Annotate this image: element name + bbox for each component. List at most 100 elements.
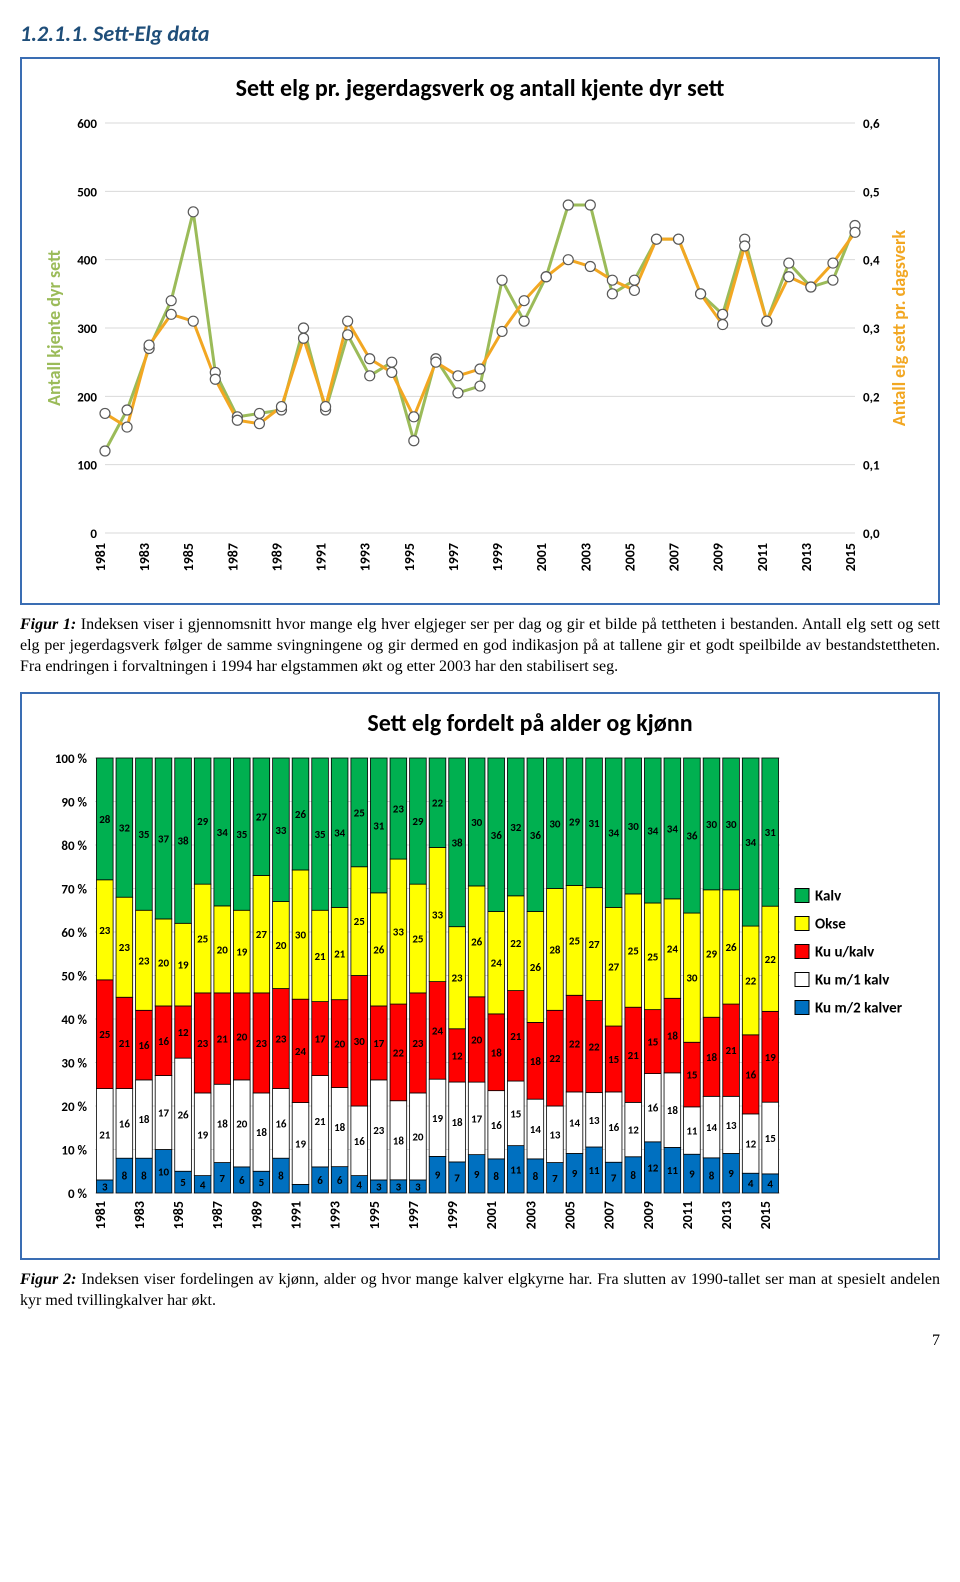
svg-text:31: 31 bbox=[588, 817, 600, 830]
svg-text:2009: 2009 bbox=[640, 1201, 657, 1229]
svg-text:11: 11 bbox=[686, 1125, 698, 1138]
svg-text:13: 13 bbox=[588, 1114, 600, 1127]
svg-text:23: 23 bbox=[256, 1037, 268, 1050]
svg-text:2013: 2013 bbox=[718, 1201, 735, 1229]
svg-text:2003: 2003 bbox=[522, 1201, 539, 1229]
svg-text:18: 18 bbox=[451, 1116, 463, 1129]
svg-text:11: 11 bbox=[588, 1164, 600, 1177]
chart2-svg: 0 %10 %20 %30 %40 %50 %60 %70 %80 %90 %1… bbox=[40, 748, 920, 1248]
svg-text:1981: 1981 bbox=[92, 543, 109, 571]
svg-text:0 %: 0 % bbox=[68, 1187, 88, 1202]
svg-text:10: 10 bbox=[158, 1166, 170, 1179]
svg-text:12: 12 bbox=[745, 1138, 757, 1151]
svg-text:2011: 2011 bbox=[679, 1201, 696, 1229]
svg-text:18: 18 bbox=[334, 1121, 346, 1134]
svg-text:34: 34 bbox=[217, 826, 229, 839]
svg-text:30 %: 30 % bbox=[61, 1057, 87, 1072]
svg-text:34: 34 bbox=[608, 827, 620, 840]
svg-text:0,1: 0,1 bbox=[863, 459, 880, 474]
svg-text:8: 8 bbox=[709, 1170, 715, 1183]
svg-text:5: 5 bbox=[180, 1177, 186, 1190]
svg-text:26: 26 bbox=[530, 961, 542, 974]
svg-text:Kalv: Kalv bbox=[815, 888, 842, 906]
svg-text:400: 400 bbox=[77, 254, 97, 269]
svg-text:12: 12 bbox=[451, 1050, 463, 1063]
svg-text:100: 100 bbox=[77, 459, 97, 474]
svg-text:200: 200 bbox=[77, 390, 97, 405]
svg-text:30: 30 bbox=[686, 972, 698, 985]
svg-text:38: 38 bbox=[177, 835, 189, 848]
svg-text:18: 18 bbox=[217, 1118, 229, 1131]
svg-text:3: 3 bbox=[376, 1181, 382, 1194]
svg-text:15: 15 bbox=[608, 1053, 620, 1066]
svg-text:17: 17 bbox=[373, 1037, 385, 1050]
svg-text:1981: 1981 bbox=[92, 1201, 109, 1229]
svg-text:16: 16 bbox=[275, 1118, 287, 1131]
svg-text:8: 8 bbox=[493, 1170, 499, 1183]
svg-text:30: 30 bbox=[706, 818, 718, 831]
svg-text:27: 27 bbox=[256, 811, 268, 824]
svg-text:24: 24 bbox=[432, 1025, 444, 1038]
svg-text:1999: 1999 bbox=[489, 543, 506, 571]
svg-text:22: 22 bbox=[510, 938, 522, 951]
svg-text:21: 21 bbox=[314, 950, 326, 963]
svg-text:8: 8 bbox=[122, 1170, 128, 1183]
svg-text:2001: 2001 bbox=[483, 1201, 500, 1229]
svg-text:6: 6 bbox=[317, 1174, 323, 1187]
svg-text:35: 35 bbox=[314, 829, 326, 842]
page-number: 7 bbox=[20, 1332, 940, 1350]
svg-text:9: 9 bbox=[572, 1168, 578, 1181]
svg-text:12: 12 bbox=[647, 1162, 659, 1175]
svg-text:20: 20 bbox=[236, 1031, 248, 1044]
svg-text:600: 600 bbox=[77, 117, 97, 132]
caption2: Figur 2: Indeksen viser fordelingen av k… bbox=[20, 1270, 940, 1312]
svg-text:7: 7 bbox=[611, 1172, 617, 1185]
svg-text:1993: 1993 bbox=[357, 543, 374, 571]
svg-text:18: 18 bbox=[667, 1030, 679, 1043]
svg-text:1987: 1987 bbox=[209, 1201, 226, 1229]
svg-text:35: 35 bbox=[138, 829, 150, 842]
svg-text:4: 4 bbox=[748, 1178, 754, 1191]
svg-text:500: 500 bbox=[77, 185, 97, 200]
svg-text:34: 34 bbox=[745, 836, 757, 849]
svg-text:60 %: 60 % bbox=[61, 926, 87, 941]
svg-text:13: 13 bbox=[725, 1119, 737, 1132]
svg-text:2005: 2005 bbox=[562, 1201, 579, 1229]
svg-text:3: 3 bbox=[415, 1181, 421, 1194]
svg-text:0: 0 bbox=[90, 527, 97, 542]
svg-text:20: 20 bbox=[275, 939, 287, 952]
svg-text:90 %: 90 % bbox=[61, 796, 87, 811]
svg-text:18: 18 bbox=[667, 1105, 679, 1118]
svg-text:Antall kjente dyr sett: Antall kjente dyr sett bbox=[43, 250, 65, 406]
svg-text:31: 31 bbox=[765, 826, 777, 839]
svg-text:37: 37 bbox=[158, 833, 170, 846]
svg-text:30: 30 bbox=[295, 929, 307, 942]
svg-text:16: 16 bbox=[647, 1102, 659, 1115]
svg-text:1985: 1985 bbox=[170, 1201, 187, 1229]
svg-text:20: 20 bbox=[334, 1038, 346, 1051]
svg-text:14: 14 bbox=[706, 1121, 718, 1134]
svg-text:29: 29 bbox=[197, 815, 209, 828]
svg-text:0,5: 0,5 bbox=[863, 185, 880, 200]
svg-text:300: 300 bbox=[77, 322, 97, 337]
svg-text:11: 11 bbox=[510, 1164, 522, 1177]
svg-text:21: 21 bbox=[510, 1030, 522, 1043]
chart2-title: Sett elg fordelt på alder og kjønn bbox=[32, 709, 928, 738]
svg-text:8: 8 bbox=[533, 1170, 539, 1183]
svg-text:16: 16 bbox=[745, 1069, 757, 1082]
svg-text:1983: 1983 bbox=[136, 543, 153, 571]
svg-text:9: 9 bbox=[689, 1168, 695, 1181]
svg-text:16: 16 bbox=[158, 1035, 170, 1048]
svg-text:0,0: 0,0 bbox=[863, 527, 880, 542]
svg-text:36: 36 bbox=[686, 830, 698, 843]
svg-text:23: 23 bbox=[412, 1037, 424, 1050]
svg-text:26: 26 bbox=[373, 944, 385, 957]
svg-text:0,4: 0,4 bbox=[863, 254, 880, 269]
svg-text:2015: 2015 bbox=[842, 543, 859, 571]
svg-text:33: 33 bbox=[393, 926, 405, 939]
svg-text:36: 36 bbox=[530, 829, 542, 842]
svg-text:6: 6 bbox=[239, 1174, 245, 1187]
svg-text:29: 29 bbox=[706, 948, 718, 961]
svg-text:15: 15 bbox=[510, 1108, 522, 1121]
svg-text:16: 16 bbox=[491, 1119, 503, 1132]
